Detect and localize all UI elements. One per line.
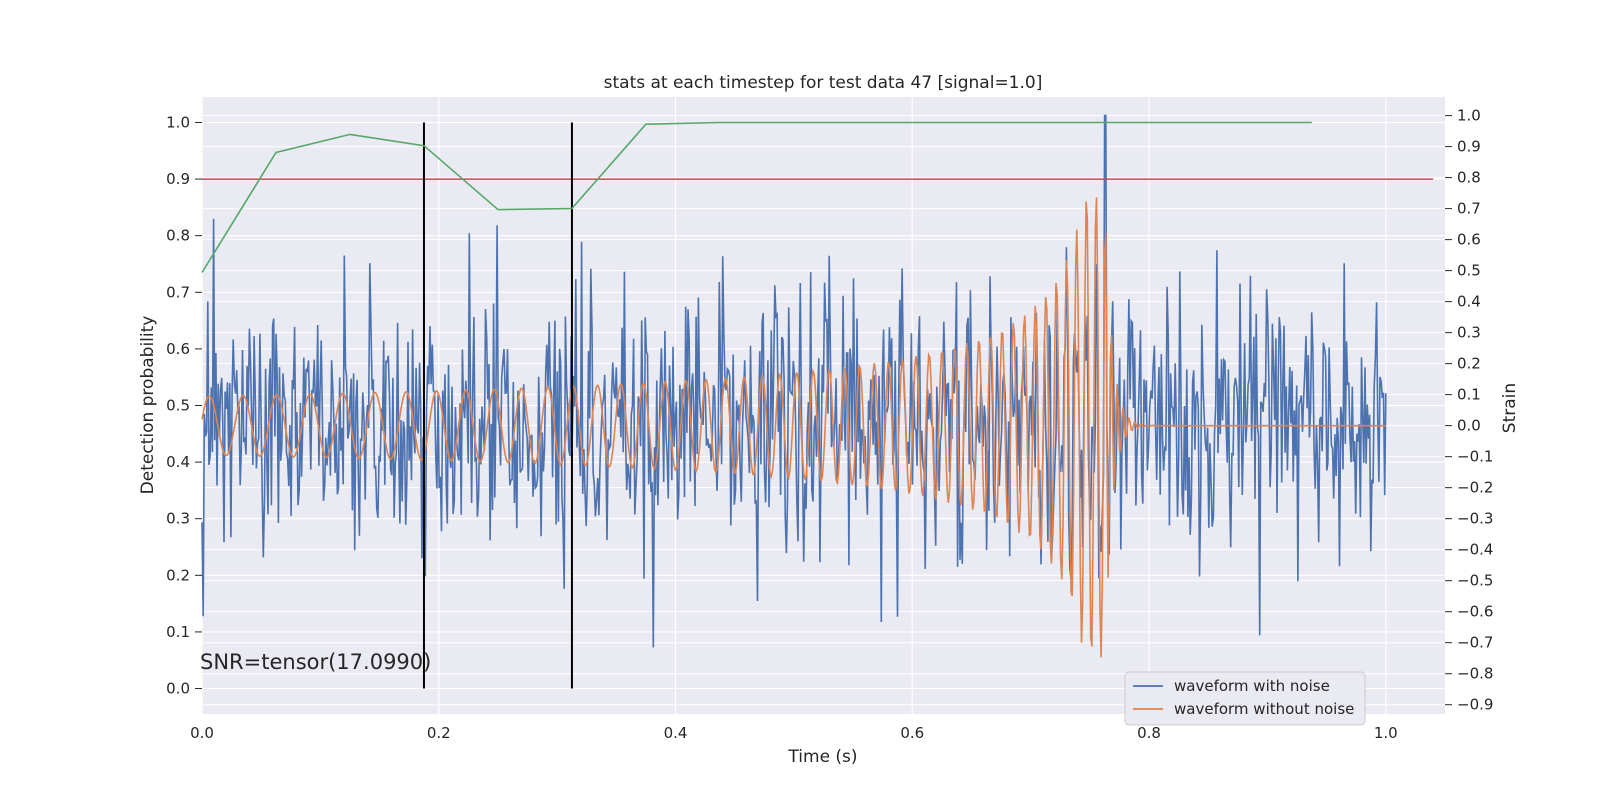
y-tick-label-right: 0.1 xyxy=(1457,386,1481,404)
y-tick-label-right: −0.7 xyxy=(1457,634,1493,652)
series-detection-probability xyxy=(201,121,1312,273)
y-tick-label-left: 0.7 xyxy=(166,283,190,301)
series-waveform-without-noise xyxy=(201,197,1386,658)
y-tick-label-right: −0.8 xyxy=(1457,665,1493,683)
y-tick-label-left: 1.0 xyxy=(166,113,190,131)
y-axis-label-left: Detection probability xyxy=(138,316,158,495)
y-tick-label-left: 0.2 xyxy=(166,566,190,584)
series-waveform-with-noise xyxy=(201,114,1387,648)
x-tick-label: 0.6 xyxy=(900,724,924,742)
y-tick-label-right: −0.5 xyxy=(1457,572,1493,590)
x-tick-label: 1.0 xyxy=(1374,724,1398,742)
x-tick-label: 0.0 xyxy=(190,724,214,742)
y-tick-label-left: 0.3 xyxy=(166,510,190,528)
y-tick-label-right: 0.5 xyxy=(1457,262,1481,280)
legend: waveform with noise waveform without noi… xyxy=(1124,671,1366,726)
x-axis-label: Time (s) xyxy=(787,747,857,767)
y-tick-label-right: 1.0 xyxy=(1457,107,1481,125)
y-tick-label-right: −0.2 xyxy=(1457,479,1493,497)
y-tick-label-right: −0.6 xyxy=(1457,603,1493,621)
y-tick-label-right: 0.9 xyxy=(1457,138,1481,156)
y-tick-label-right: 0.7 xyxy=(1457,200,1481,218)
y-tick-label-right: 0.3 xyxy=(1457,324,1481,342)
y-tick-label-right: 0.4 xyxy=(1457,293,1481,311)
x-tick-label: 0.4 xyxy=(664,724,688,742)
y-tick-label-left: 0.6 xyxy=(166,340,190,358)
y-axis-label-right: Strain xyxy=(1500,383,1520,433)
y-tick-label-right: −0.3 xyxy=(1457,510,1493,528)
y-tick-label-right: 0.2 xyxy=(1457,355,1481,373)
chart-title: stats at each timestep for test data 47 … xyxy=(604,73,1043,93)
y-tick-label-left: 0.0 xyxy=(166,680,190,698)
y-tick-label-right: 0.8 xyxy=(1457,169,1481,187)
y-tick-label-left: 0.1 xyxy=(166,623,190,641)
y-tick-label-left: 0.9 xyxy=(166,170,190,188)
y-tick-label-left: 0.5 xyxy=(166,397,190,415)
y-tick-label-right: 0.0 xyxy=(1457,417,1481,435)
snr-annotation: SNR=tensor(17.0990) xyxy=(200,650,431,674)
x-tick-label: 0.2 xyxy=(427,724,451,742)
y-tick-label-right: −0.1 xyxy=(1457,448,1493,466)
data-series xyxy=(201,114,1434,689)
y-tick-label-left: 0.4 xyxy=(166,453,190,471)
legend-label-clean: waveform without noise xyxy=(1174,700,1354,718)
y-tick-label-right: −0.9 xyxy=(1457,696,1493,714)
y-tick-label-left: 0.8 xyxy=(166,227,190,245)
x-tick-label: 0.8 xyxy=(1137,724,1161,742)
axes: 0.0 0.2 0.4 0.6 0.8 1.0 0.0 0.1 0.2 0.3 0.4 0.5 0.6 0… xyxy=(166,107,1493,742)
legend-box xyxy=(1124,671,1366,726)
y-tick-label-right: 0.6 xyxy=(1457,231,1481,249)
y-tick-label-right: −0.4 xyxy=(1457,541,1493,559)
legend-label-noisy: waveform with noise xyxy=(1174,677,1330,695)
